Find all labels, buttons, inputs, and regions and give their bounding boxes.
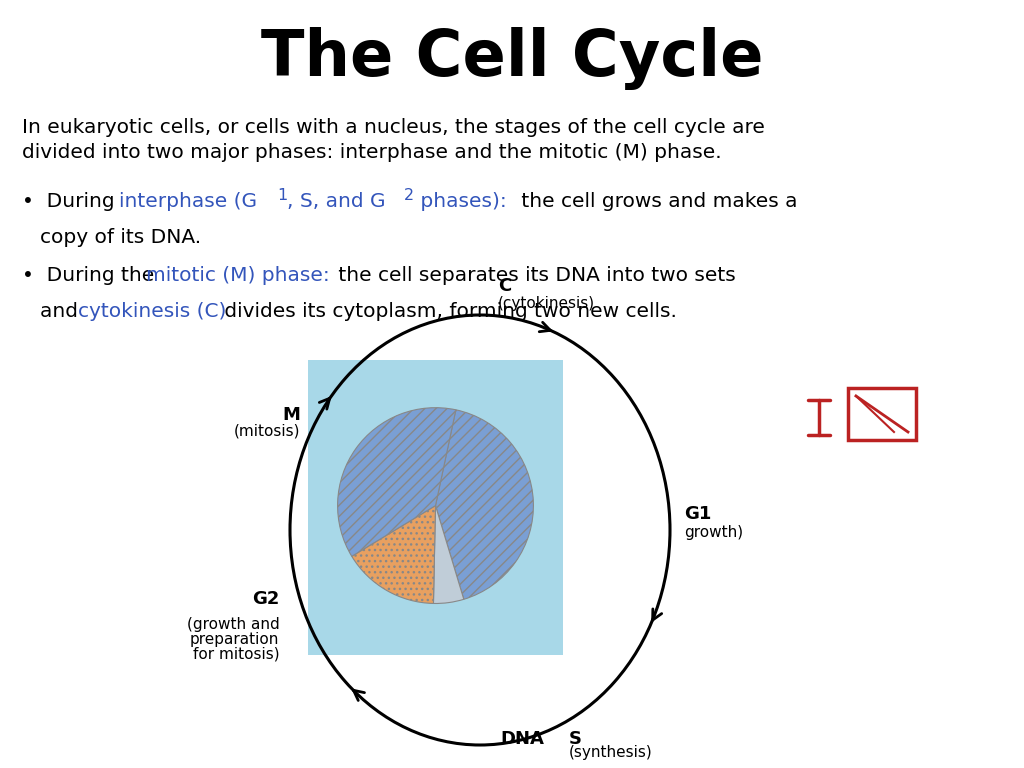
Bar — [848, 388, 916, 440]
Text: (mitosis): (mitosis) — [233, 424, 300, 439]
Text: DNA: DNA — [501, 730, 544, 748]
Wedge shape — [352, 505, 435, 604]
Text: for mitosis): for mitosis) — [193, 647, 280, 661]
Text: growth): growth) — [684, 525, 743, 539]
Wedge shape — [433, 505, 464, 604]
Text: divides its cytoplasm, forming two new cells.: divides its cytoplasm, forming two new c… — [218, 302, 677, 321]
Text: C: C — [498, 277, 511, 295]
Text: phases):: phases): — [414, 192, 507, 211]
Wedge shape — [338, 408, 456, 556]
Text: (cytokinesis): (cytokinesis) — [498, 296, 595, 311]
Text: G2: G2 — [252, 590, 280, 607]
Text: , S, and G: , S, and G — [287, 192, 385, 211]
Text: 1: 1 — [278, 188, 288, 203]
Text: mitotic (M) phase:: mitotic (M) phase: — [146, 266, 330, 285]
Text: the cell separates its DNA into two sets: the cell separates its DNA into two sets — [332, 266, 736, 285]
Text: G1: G1 — [684, 505, 712, 523]
Text: •  During: • During — [22, 192, 121, 211]
Text: •  During the: • During the — [22, 266, 161, 285]
Text: interphase (G: interphase (G — [119, 192, 257, 211]
Text: the cell grows and makes a: the cell grows and makes a — [515, 192, 798, 211]
Text: (growth and: (growth and — [186, 617, 280, 631]
Text: 2: 2 — [404, 188, 414, 203]
Text: preparation: preparation — [190, 631, 280, 647]
Text: copy of its DNA.: copy of its DNA. — [40, 228, 201, 247]
Text: and: and — [40, 302, 84, 321]
Bar — [308, 360, 563, 655]
Text: In eukaryotic cells, or cells with a nucleus, the stages of the cell cycle are
d: In eukaryotic cells, or cells with a nuc… — [22, 118, 765, 162]
Text: S: S — [568, 730, 582, 748]
Text: cytokinesis (C): cytokinesis (C) — [78, 302, 226, 321]
Text: M: M — [283, 406, 300, 424]
Wedge shape — [435, 410, 534, 599]
Text: The Cell Cycle: The Cell Cycle — [261, 27, 763, 90]
Text: (synthesis): (synthesis) — [568, 745, 652, 760]
